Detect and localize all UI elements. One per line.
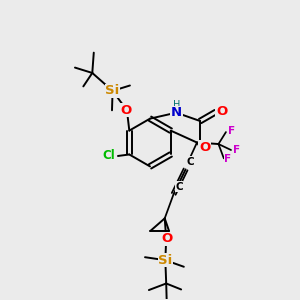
Text: F: F (228, 127, 235, 136)
Text: N: N (171, 106, 182, 119)
Text: O: O (121, 104, 132, 117)
Text: H: H (172, 100, 180, 110)
Text: Si: Si (158, 254, 172, 267)
Text: O: O (199, 141, 210, 154)
Text: O: O (161, 232, 172, 245)
Text: C: C (187, 157, 194, 167)
Text: Cl: Cl (103, 149, 116, 163)
Text: F: F (233, 145, 240, 155)
Text: F: F (224, 154, 232, 164)
Text: C: C (175, 182, 183, 192)
Text: Si: Si (106, 84, 120, 98)
Text: O: O (216, 105, 227, 118)
